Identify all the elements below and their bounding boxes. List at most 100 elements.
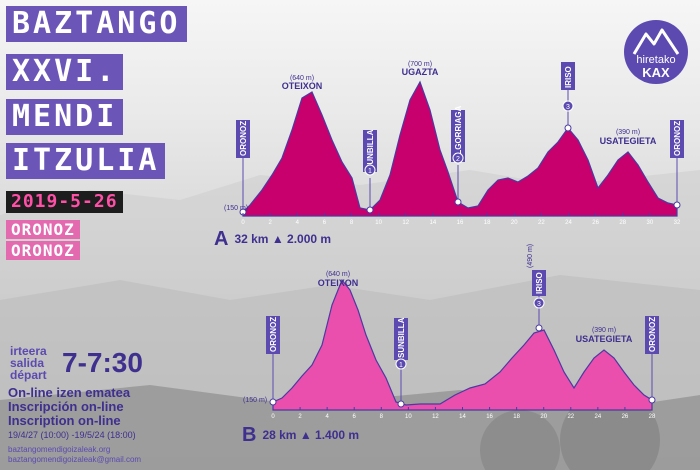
route-b-peak-1-alt: (640 m) (326, 271, 350, 278)
km-tick-label: 0 (241, 220, 245, 226)
svg-text:IRISO: IRISO (564, 66, 573, 88)
km-tick-label: 26 (622, 414, 629, 420)
km-tick-label: 0 (271, 414, 275, 420)
start-word-1: irteera (10, 344, 47, 358)
km-tick-label: 22 (538, 220, 545, 226)
route-a-marker-2: 2 (452, 152, 464, 164)
km-tick-label: 18 (484, 220, 491, 226)
start-word-2: salida (10, 356, 45, 370)
registration-line-1: On-line izen ematea (8, 385, 131, 400)
km-tick-label: 12 (432, 414, 439, 420)
route-a-marker-1: 1 (364, 164, 376, 176)
km-tick-label: 18 (513, 414, 520, 420)
svg-text:ORONOZ: ORONOZ (648, 317, 657, 352)
route-a-start-alt: (150 m) (224, 205, 248, 212)
km-tick-label: 14 (430, 220, 437, 226)
route-b-info: 28 km ▲ 1.400 m (262, 428, 360, 442)
route-a-point-end (673, 201, 681, 209)
route-b-marker-1: 1 (395, 358, 407, 370)
route-a-letter: A (214, 228, 229, 250)
svg-text:3: 3 (537, 301, 541, 308)
club-logo: hiretako KAX (624, 20, 688, 84)
km-tick-label: 4 (325, 414, 329, 420)
logo-text-1: hiretako (636, 54, 676, 66)
route-a-label-iriso: IRISO (561, 62, 575, 90)
route-a-info: 32 km ▲ 2.000 m (234, 232, 332, 246)
title-line-3: MENDI (6, 99, 124, 135)
start-word-3: départ (10, 368, 47, 382)
route-a-peak-1-alt: (640 m) (290, 75, 314, 82)
svg-text:ORONOZ: ORONOZ (269, 317, 278, 352)
mountain-logo-icon (632, 28, 680, 55)
svg-text:SUNBILLA: SUNBILLA (397, 317, 406, 358)
start-time-block: irteera salida départ 7-7:30 (10, 344, 150, 382)
route-a-peak-1-name: OTEIXON (282, 81, 323, 91)
website-link[interactable]: baztangomendigoizaleak.org (8, 445, 111, 454)
route-b-label-sunbilla: SUNBILLA (394, 317, 408, 360)
route-b-peak-3-alt: (390 m) (592, 327, 616, 334)
registration-line-2: Inscripción on-line (8, 399, 124, 414)
svg-text:SUNBILLA: SUNBILLA (366, 129, 375, 170)
registration-dates: 19/4/27 (10:00) -19/5/24 (18:00) (8, 430, 136, 440)
route-a-label: A 32 km ▲ 2.000 m (214, 228, 331, 251)
route-a-label-elgorriaga: ELGORRIAGA (451, 106, 465, 162)
route-b-iriso-label: IRISO (532, 270, 546, 296)
km-tick-label: 16 (457, 220, 464, 226)
svg-text:1: 1 (399, 362, 403, 369)
route-b-letter: B (242, 424, 257, 446)
svg-text:ORONOZ: ORONOZ (239, 121, 248, 156)
km-tick-label: 20 (540, 414, 547, 420)
route-b-point-iriso (535, 324, 543, 332)
svg-text:ORONOZ: ORONOZ (673, 121, 682, 156)
route-b-iriso-alt: (490 m) (527, 244, 534, 268)
route-b-marker-3: 3 (533, 297, 545, 309)
route-a-point-elgorriaga (454, 198, 462, 206)
km-tick-label: 24 (565, 220, 572, 226)
title-line-2: XXVI. (6, 54, 124, 90)
route-b-point-start (269, 398, 277, 406)
route-a-peak-2-alt: (700 m) (408, 61, 432, 68)
route-a-peak-3-name: USATEGIETA (600, 136, 657, 146)
event-date: 2019-5-26 (6, 191, 123, 213)
km-tick-label: 22 (567, 414, 574, 420)
route-a-marker-3: 3 (562, 100, 574, 112)
start-time: 7-7:30 (62, 347, 143, 378)
route-a-km-axis: 0 2 4 6 8 10 12 14 16 18 20 22 24 26 28 30 32 (241, 213, 681, 226)
km-tick-label: 32 (674, 220, 681, 226)
route-b-km-axis: 0 2 4 6 8 10 12 14 16 18 20 22 24 26 28 (271, 407, 656, 420)
km-tick-label: 6 (323, 220, 327, 226)
route-b-label: B 28 km ▲ 1.400 m (242, 424, 359, 447)
km-tick-label: 28 (649, 414, 656, 420)
route-b-point-end (648, 396, 656, 404)
km-tick-label: 24 (595, 414, 602, 420)
km-tick-label: 16 (486, 414, 493, 420)
km-tick-label: 10 (375, 220, 382, 226)
place-line-1: ORONOZ (6, 220, 80, 239)
logo-text-2: KAX (642, 65, 670, 80)
route-a-label-sunbilla: SUNBILLA (363, 129, 377, 172)
route-b-start-alt: (150 m) (243, 397, 267, 404)
title-line-1: BAZTANGO (6, 6, 187, 42)
place-line-2: ORONOZ (6, 241, 80, 260)
route-a-label-oronoz-end: ORONOZ (670, 120, 684, 158)
svg-text:1: 1 (368, 168, 372, 175)
km-tick-label: 2 (268, 220, 272, 226)
email-link[interactable]: baztangomendigoizaleak@gmail.com (8, 455, 142, 464)
route-a-peak-3-alt: (390 m) (616, 129, 640, 136)
km-tick-label: 6 (353, 414, 357, 420)
route-b-area (272, 278, 653, 411)
title-line-4: ITZULIA (6, 143, 166, 179)
km-tick-label: 30 (647, 220, 654, 226)
km-tick-label: 8 (350, 220, 354, 226)
registration-line-3: Inscription on-line (8, 413, 121, 428)
km-tick-label: 4 (296, 220, 300, 226)
route-a-label-oronoz-start: ORONOZ (236, 120, 250, 158)
route-b-label-oronoz-start: ORONOZ (266, 316, 280, 354)
km-tick-label: 10 (405, 414, 412, 420)
route-a-point-iriso (564, 124, 572, 132)
km-tick-label: 20 (511, 220, 518, 226)
svg-text:3: 3 (566, 104, 570, 111)
km-tick-label: 28 (619, 220, 626, 226)
